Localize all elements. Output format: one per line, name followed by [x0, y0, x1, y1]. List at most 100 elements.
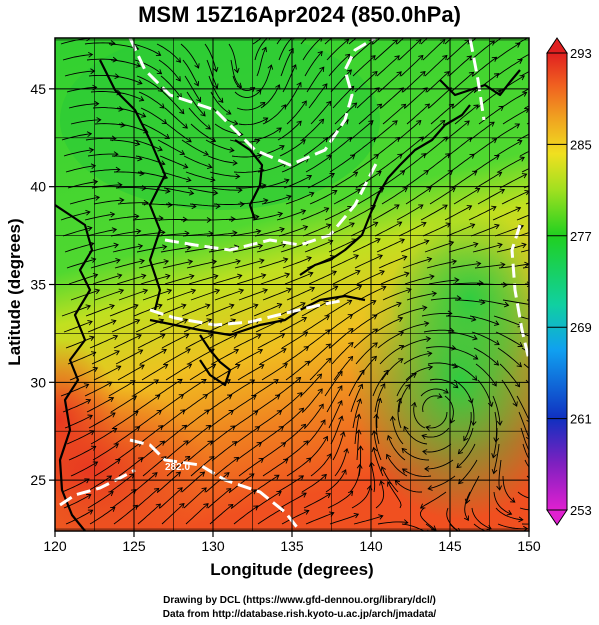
- streamline-arrow: [514, 381, 520, 388]
- streamline-arrow: [503, 301, 510, 308]
- streamline: [452, 282, 483, 285]
- streamline: [518, 411, 529, 439]
- streamline: [397, 306, 427, 317]
- streamline-arrow: [257, 243, 264, 250]
- streamline: [370, 462, 376, 493]
- streamline: [374, 39, 398, 61]
- streamline: [330, 416, 343, 445]
- streamline-arrow: [399, 170, 406, 176]
- colorbar-tick-label: 261: [570, 412, 592, 427]
- streamline: [402, 258, 432, 269]
- streamline-arrow: [438, 23, 443, 28]
- streamline: [208, 75, 224, 103]
- streamline-arrow: [228, 503, 234, 510]
- streamline-arrow: [355, 269, 361, 275]
- streamline: [116, 274, 146, 285]
- streamline-arrow: [162, 363, 169, 369]
- streamline-arrow: [110, 506, 116, 512]
- streamline: [492, 207, 521, 221]
- streamline: [325, 300, 352, 317]
- streamline-arrow: [88, 147, 95, 154]
- streamline: [261, 363, 288, 381]
- streamline: [301, 301, 329, 317]
- streamline-arrow: [282, 257, 289, 263]
- streamline: [477, 189, 505, 205]
- streamline: [182, 394, 208, 413]
- streamline-arrow: [175, 471, 182, 477]
- streamline: [396, 204, 424, 221]
- streamline-arrow: [276, 127, 282, 133]
- streamline-arrow: [229, 303, 235, 309]
- streamline: [205, 139, 234, 152]
- streamline: [305, 512, 334, 525]
- streamline-arrow: [203, 150, 209, 156]
- streamline: [112, 75, 143, 85]
- streamline: [276, 377, 301, 397]
- streamline: [330, 69, 352, 93]
- streamline-arrow: [253, 303, 259, 309]
- streamline: [520, 427, 529, 452]
- streamline-arrow: [249, 87, 256, 93]
- streamline: [470, 40, 495, 61]
- streamline-arrow: [514, 123, 521, 129]
- streamline: [65, 509, 93, 525]
- streamline-arrow: [213, 273, 219, 280]
- streamline: [256, 243, 287, 253]
- colorbar: 253 261 269 277 285 293: [546, 37, 592, 526]
- streamline: [350, 39, 374, 61]
- streamline: [401, 523, 425, 531]
- streamline-arrow: [316, 373, 323, 379]
- streamline: [118, 457, 144, 477]
- streamline-arrow: [179, 108, 185, 115]
- streamline: [133, 472, 158, 493]
- streamline-arrow: [337, 400, 343, 406]
- streamline-arrow: [249, 379, 256, 385]
- streamline: [386, 454, 408, 477]
- streamline-arrow: [376, 397, 383, 404]
- streamline: [396, 373, 417, 397]
- streamline-arrow: [540, 126, 545, 131]
- streamline: [428, 475, 456, 490]
- streamline: [397, 120, 422, 141]
- streamline: [253, 127, 282, 141]
- streamline-arrow: [325, 343, 332, 349]
- streamline: [382, 288, 412, 301]
- streamline: [69, 367, 98, 381]
- y-tick-label: 35: [30, 277, 46, 293]
- streamline-arrow: [130, 380, 136, 386]
- streamline: [495, 507, 523, 521]
- streamline: [89, 169, 120, 173]
- streamline: [468, 206, 497, 221]
- streamline-arrow: [165, 273, 171, 280]
- streamline-arrow: [110, 40, 116, 46]
- streamline-arrow: [349, 222, 355, 228]
- streamline: [420, 204, 448, 221]
- streamline-arrow: [322, 83, 328, 89]
- streamline: [109, 139, 140, 145]
- streamline-arrow: [357, 383, 364, 390]
- streamline: [279, 139, 306, 157]
- streamline-arrow: [233, 120, 239, 126]
- streamline-arrow: [230, 216, 236, 223]
- streamline-arrow: [295, 376, 302, 383]
- streamline: [424, 55, 448, 77]
- streamline-arrow: [180, 409, 186, 415]
- streamline: [334, 448, 348, 477]
- streamline: [522, 88, 529, 93]
- x-tick-label: 150: [517, 538, 541, 554]
- streamline-arrow: [472, 170, 478, 176]
- streamline: [327, 491, 354, 509]
- streamline-arrow: [136, 334, 142, 340]
- streamline: [328, 238, 357, 253]
- streamline: [156, 219, 187, 221]
- streamline-arrow: [353, 512, 360, 519]
- streamline-arrow: [262, 288, 268, 294]
- streamline: [352, 398, 361, 429]
- streamline-arrow: [283, 458, 289, 464]
- streamline-arrow: [309, 286, 316, 292]
- streamline: [444, 205, 472, 221]
- streamline: [422, 443, 452, 453]
- streamline: [310, 453, 332, 477]
- streamline: [447, 331, 478, 340]
- streamline: [333, 356, 353, 381]
